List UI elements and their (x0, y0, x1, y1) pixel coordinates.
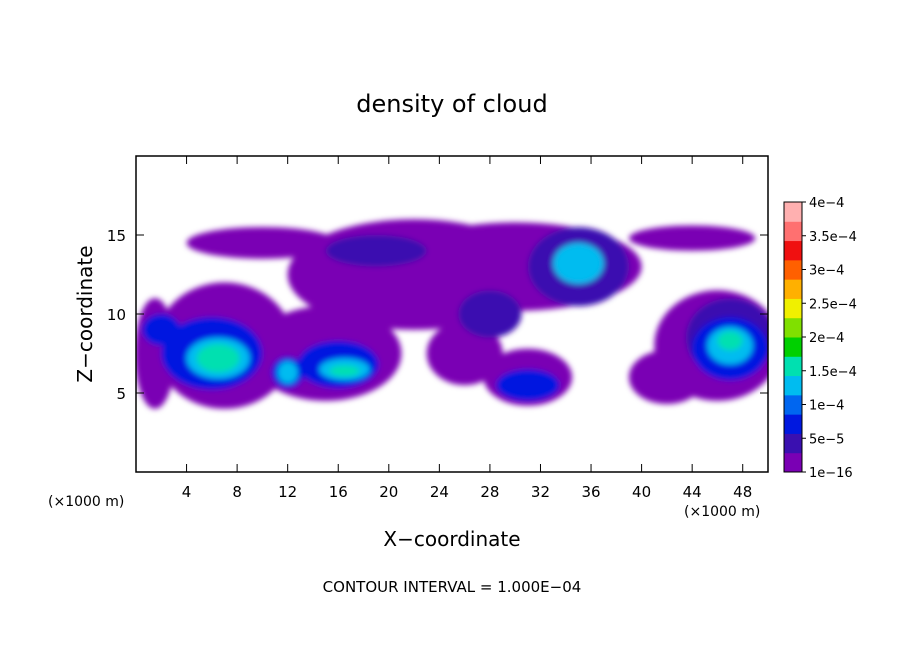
y-axis-ticks: 5 10 15 (107, 227, 768, 403)
x-unit-right: (×1000 m) (684, 504, 760, 520)
colorbar-swatch (784, 202, 802, 222)
colorbar-label: 3e−4 (809, 264, 844, 279)
x-tick-label: 32 (531, 483, 550, 501)
contour-interval-note: CONTOUR INTERVAL = 1.000E−04 (323, 578, 582, 596)
colorbar-swatch (784, 375, 802, 396)
colorbar-label: 4e−4 (809, 196, 844, 211)
colorbar-label: 2.5e−4 (809, 297, 857, 312)
y-tick-label: 15 (107, 227, 126, 245)
colorbar-swatch (784, 259, 802, 280)
y-tick-label: 5 (116, 385, 126, 403)
colorbar-swatch (784, 279, 802, 299)
colorbar-label: 2e−4 (809, 331, 844, 346)
x-tick-label: 4 (182, 483, 192, 501)
x-tick-label: 16 (329, 483, 348, 501)
density-field (136, 219, 768, 409)
colorbar-swatch (784, 356, 802, 377)
density-region-6 (628, 225, 756, 251)
colorbar-label: 5e−5 (809, 432, 844, 447)
density-region-19 (142, 314, 181, 346)
colorbar-swatch (784, 240, 802, 261)
x-axis-label: X−coordinate (383, 527, 520, 551)
x-tick-label: 44 (683, 483, 702, 501)
y-tick-label: 10 (107, 306, 126, 324)
colorbar-swatch (784, 452, 802, 473)
x-tick-label: 36 (581, 483, 600, 501)
density-region-13 (458, 290, 522, 338)
x-tick-label: 20 (379, 483, 398, 501)
density-region-10 (426, 321, 503, 386)
x-tick-label: 40 (632, 483, 651, 501)
colorbar-swatch (784, 337, 802, 357)
x-unit-left: (×1000 m) (48, 494, 124, 510)
x-tick-label: 24 (430, 483, 449, 501)
x-tick-label: 28 (480, 483, 499, 501)
density-region-9 (628, 350, 705, 405)
colorbar: 1e−16 5e−5 1e−4 1.5e−4 2e−4 2.5e−4 3e−4 3.5e−4 4… (783, 196, 857, 481)
colorbar-swatch (784, 394, 802, 415)
density-region-26 (196, 344, 240, 373)
colorbar-swatch (784, 298, 802, 319)
colorbar-swatch (784, 433, 802, 454)
colorbar-swatch (784, 221, 802, 242)
x-tick-label: 48 (733, 483, 752, 501)
density-region-5 (186, 227, 339, 259)
x-tick-label: 8 (232, 483, 242, 501)
y-axis-label: Z−coordinate (73, 245, 97, 382)
density-region-24 (277, 361, 298, 384)
density-region-28 (717, 331, 743, 351)
colorbar-label: 3.5e−4 (809, 230, 857, 245)
x-tick-label: 12 (278, 483, 297, 501)
density-region-18 (496, 369, 560, 401)
colorbar-swatch (784, 414, 802, 434)
colorbar-label: 1e−4 (809, 399, 844, 414)
colorbar-swatch (784, 317, 802, 338)
colorbar-label: 1e−16 (809, 466, 853, 481)
colorbar-label: 1.5e−4 (809, 365, 857, 380)
chart-title: density of cloud (356, 90, 547, 118)
density-region-27 (329, 365, 360, 377)
density-region-12 (325, 235, 427, 267)
x-axis-ticks: 4 8 12 16 20 24 28 32 36 40 44 48 (182, 156, 752, 501)
density-region-21 (553, 242, 604, 284)
